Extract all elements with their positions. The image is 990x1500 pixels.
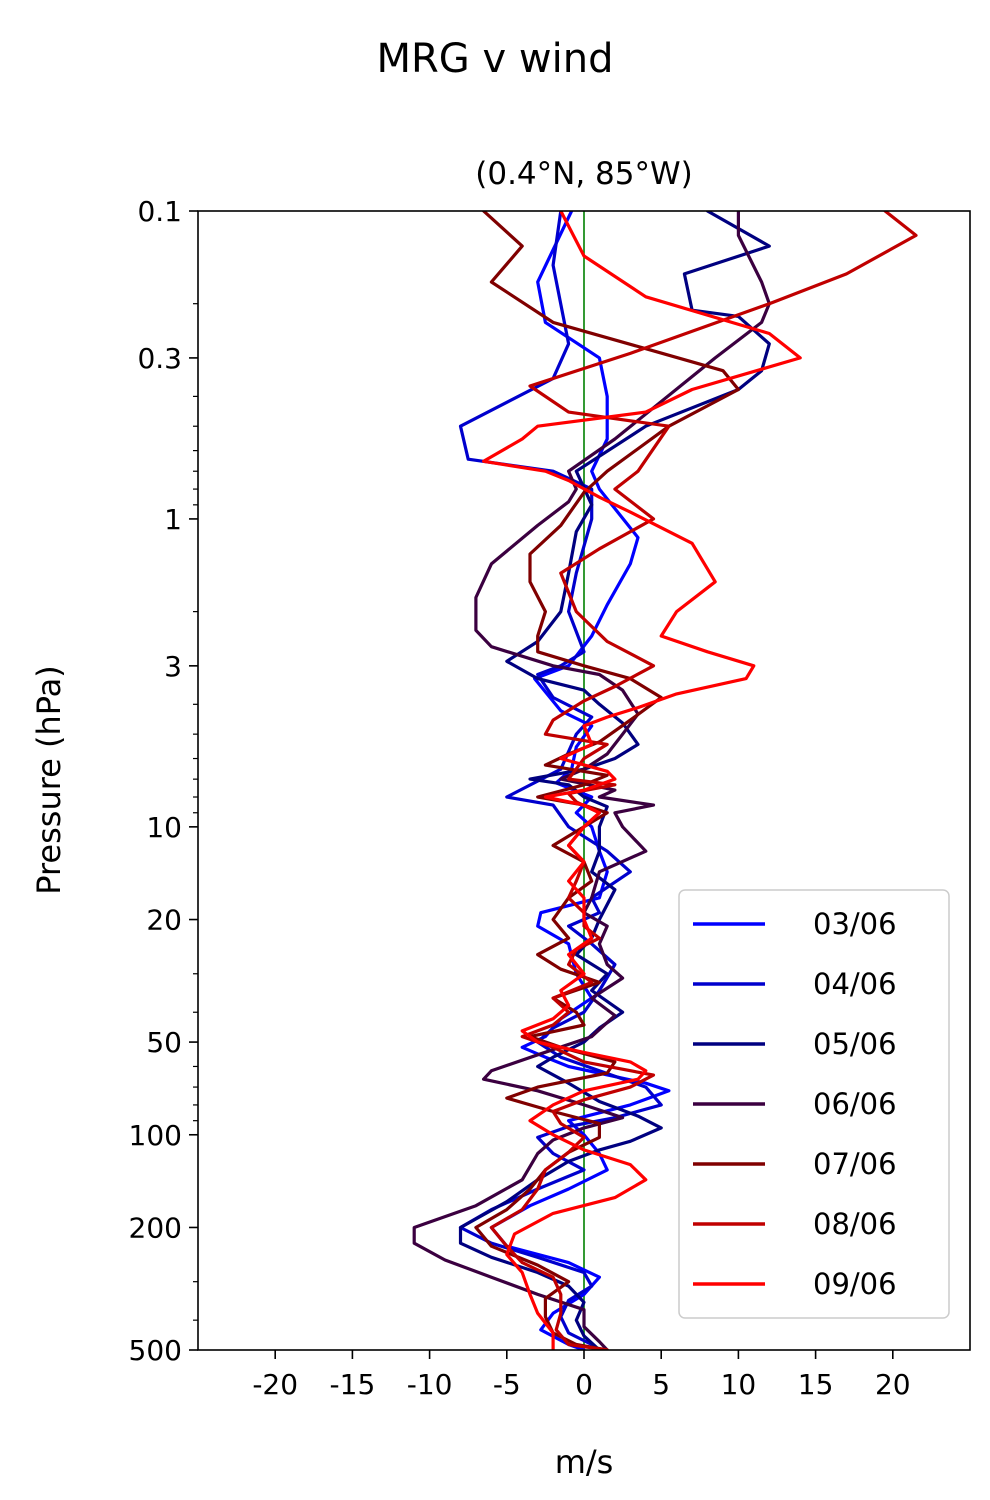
y-tick-label: 100 bbox=[129, 1119, 182, 1152]
y-tick-label: 1 bbox=[164, 503, 182, 536]
y-tick-label: 10 bbox=[146, 811, 182, 844]
x-tick-label: 10 bbox=[721, 1368, 757, 1401]
legend-label: 06/06 bbox=[813, 1087, 897, 1121]
y-tick-label: 200 bbox=[129, 1211, 182, 1244]
legend-label: 08/06 bbox=[813, 1207, 897, 1241]
x-tick-label: 15 bbox=[798, 1368, 834, 1401]
y-tick-label: 0.1 bbox=[137, 195, 182, 228]
x-tick-label: -15 bbox=[330, 1368, 376, 1401]
legend-label: 07/06 bbox=[813, 1147, 897, 1181]
series-line-5 bbox=[489, 211, 918, 1350]
x-tick-label: -10 bbox=[407, 1368, 453, 1401]
chart-title: MRG v wind bbox=[377, 36, 614, 82]
legend-box bbox=[678, 889, 950, 1319]
series-line-6 bbox=[482, 211, 802, 1350]
legend-label: 04/06 bbox=[813, 967, 897, 1001]
legend-label: 09/06 bbox=[813, 1267, 897, 1301]
y-tick-label: 20 bbox=[146, 904, 182, 937]
x-tick-label: 0 bbox=[575, 1368, 593, 1401]
series-line-4 bbox=[474, 211, 740, 1350]
x-tick-label: 5 bbox=[652, 1368, 670, 1401]
y-tick-label: 0.3 bbox=[137, 342, 182, 375]
legend-label: 05/06 bbox=[813, 1027, 897, 1061]
chart-subtitle: (0.4°N, 85°W) bbox=[475, 156, 692, 192]
y-tick-label: 500 bbox=[129, 1334, 182, 1367]
plot-area: -20 -15 -10 -5 0 5 10 15 20 0.1 0.3 1 3 10 20 50 100 200 5… bbox=[129, 195, 971, 1401]
x-axis-label: m/s bbox=[555, 1443, 614, 1481]
y-tick-label: 3 bbox=[164, 650, 182, 683]
series-line-1 bbox=[458, 211, 663, 1350]
legend-label: 03/06 bbox=[813, 907, 897, 941]
y-axis-label: Pressure (hPa) bbox=[30, 665, 68, 895]
series-lines bbox=[412, 211, 918, 1350]
series-line-2 bbox=[458, 211, 771, 1350]
x-tick-label: -5 bbox=[493, 1368, 521, 1401]
x-tick-label: 20 bbox=[875, 1368, 911, 1401]
legend: 03/06 04/06 05/06 06/06 07/06 08/06 09/06 bbox=[678, 889, 950, 1319]
x-tick-label: -20 bbox=[252, 1368, 298, 1401]
series-line-3 bbox=[412, 211, 771, 1350]
y-tick-label: 50 bbox=[146, 1026, 182, 1059]
